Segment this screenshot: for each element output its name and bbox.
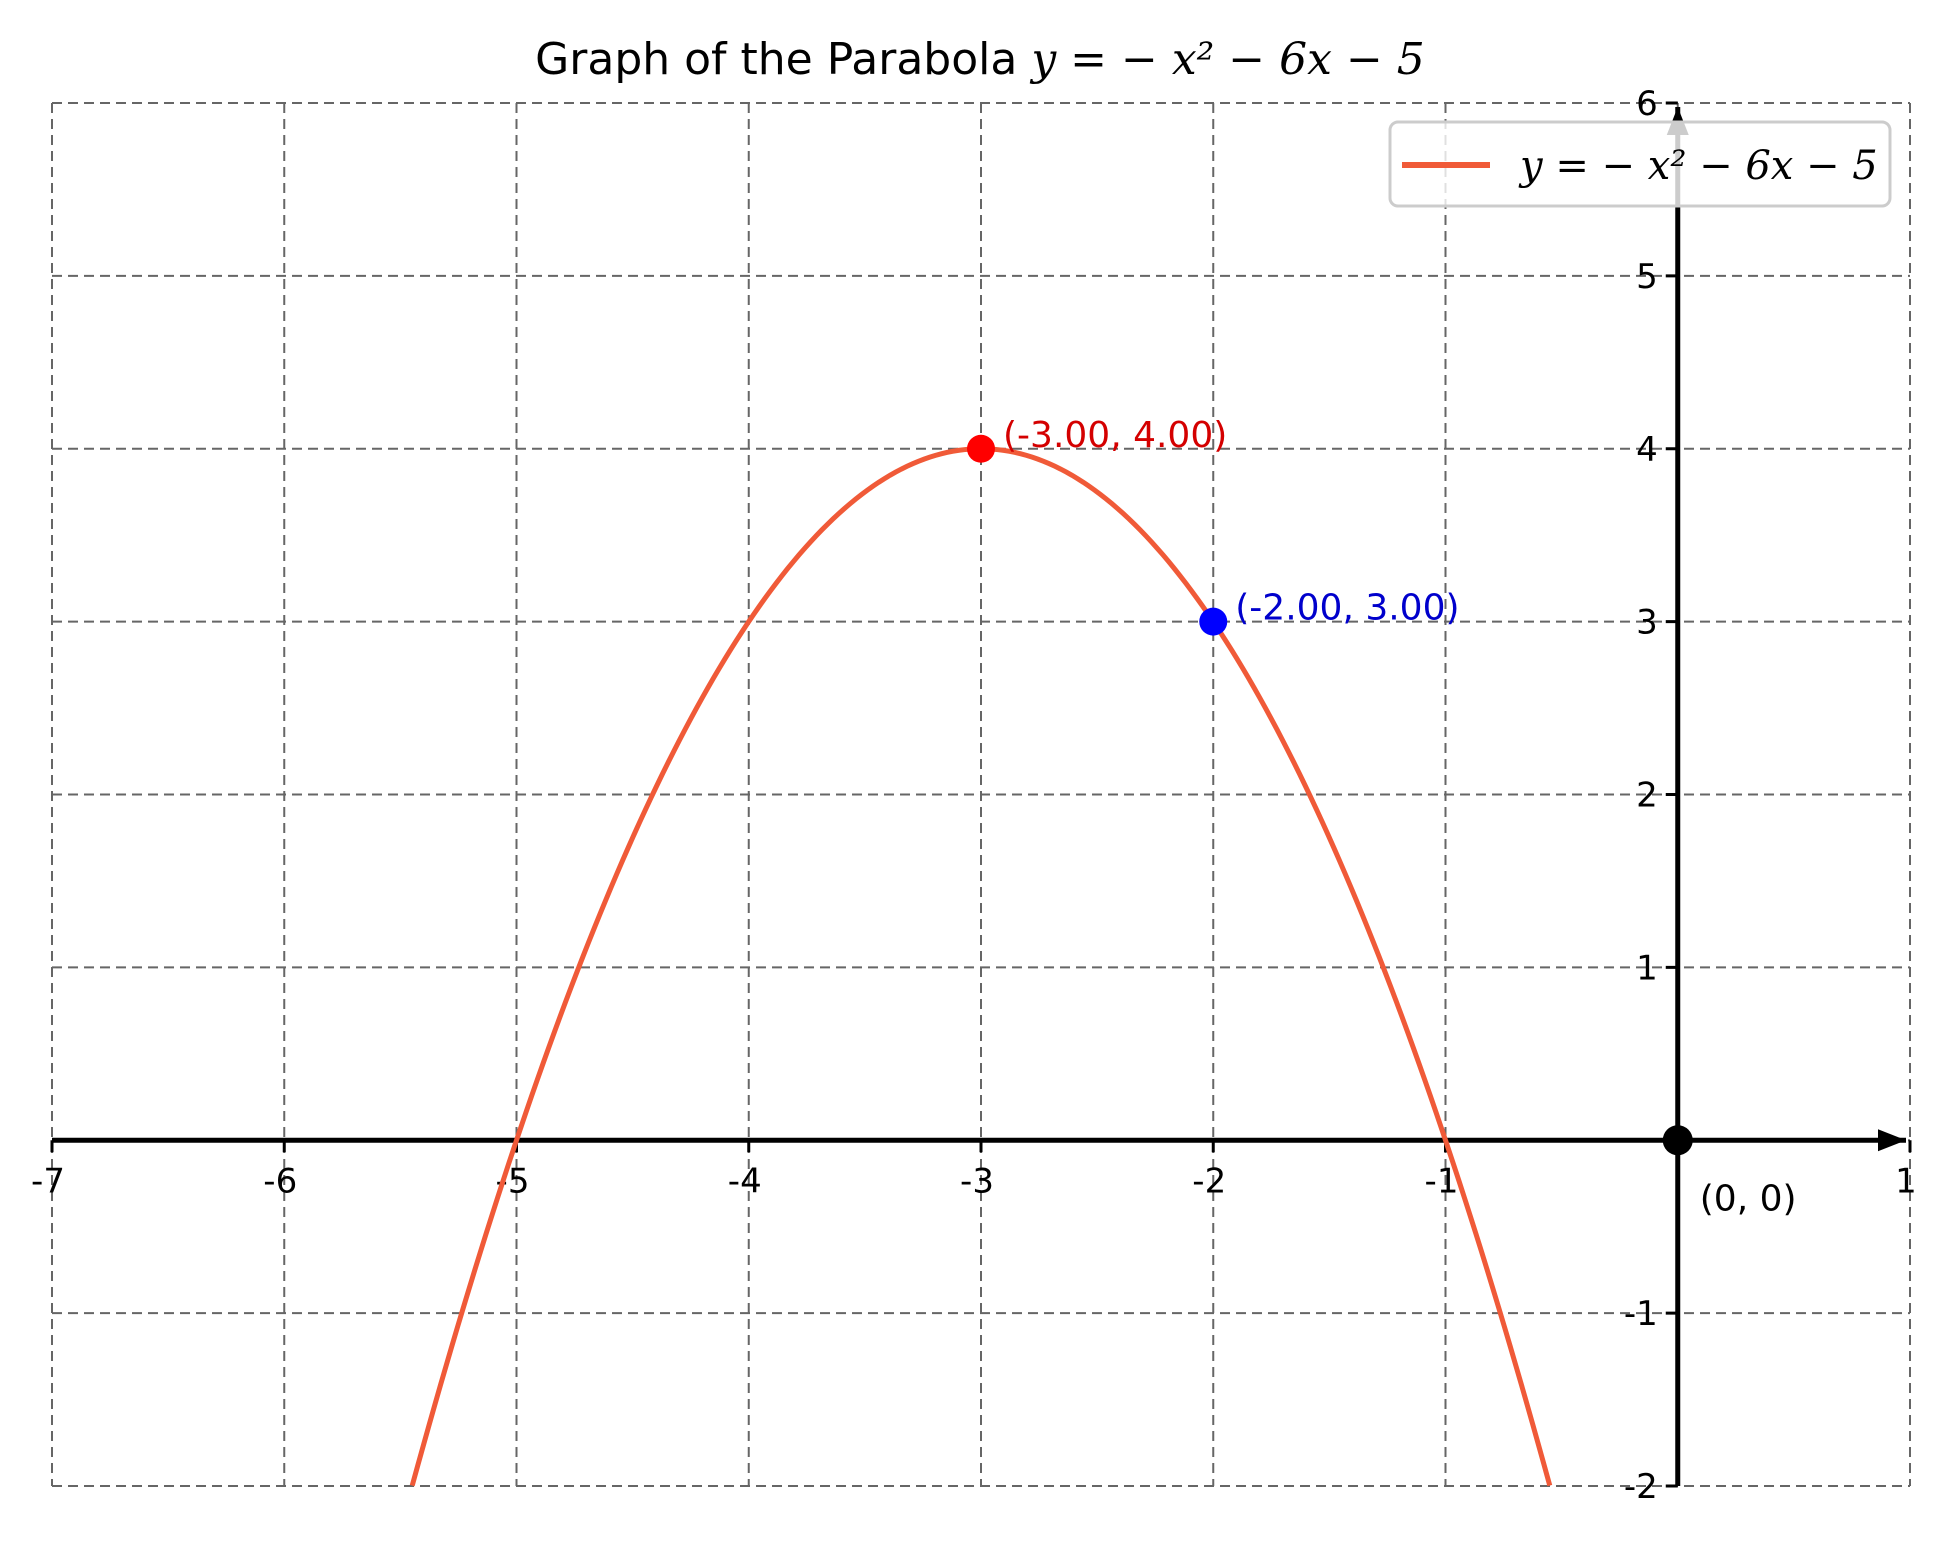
x-tick-label: -6 [263,1161,297,1201]
grid-lines [51,102,1911,1487]
y-tick-label: 4 [1636,430,1658,470]
legend: y = − x² − 6x − 5 [1388,120,1892,208]
x-axis-arrow-icon [1878,1129,1906,1152]
y-tick-label: 1 [1636,948,1658,988]
y-tick-label: 6 [1636,84,1658,124]
x-tick-label: -3 [960,1161,994,1201]
point-label: (-2.00, 3.00) [1235,588,1459,629]
y-tick-label: 2 [1636,776,1658,816]
data-points: (-3.00, 4.00) (-2.00, 3.00) (0, 0) [967,415,1797,1219]
y-tick-label: 3 [1636,603,1658,643]
x-tick-label: -4 [728,1161,762,1201]
x-tick-label: -2 [1192,1161,1226,1201]
vertex-point-marker [967,434,995,463]
origin-point-marker [1662,1125,1693,1156]
origin-label: (0, 0) [1700,1178,1797,1219]
x-tick-label: -7 [31,1161,65,1201]
legend-label: y = − x² − 6x − 5 [1518,143,1878,189]
y-tick-label: 5 [1636,257,1658,297]
axes [52,107,1906,1486]
y-tick-label: -2 [1624,1467,1658,1507]
point-point-marker [1199,607,1228,636]
chart-title: Graph of the Parabola y = − x² − 6x − 5 [535,34,1425,85]
y-tick-label: -1 [1624,1294,1658,1334]
legend-box [1388,120,1892,208]
chart-title-equation: y = − x² − 6x − 5 [1029,34,1425,85]
vertex-label: (-3.00, 4.00) [1003,415,1227,456]
x-tick-label: 1 [1895,1161,1917,1201]
